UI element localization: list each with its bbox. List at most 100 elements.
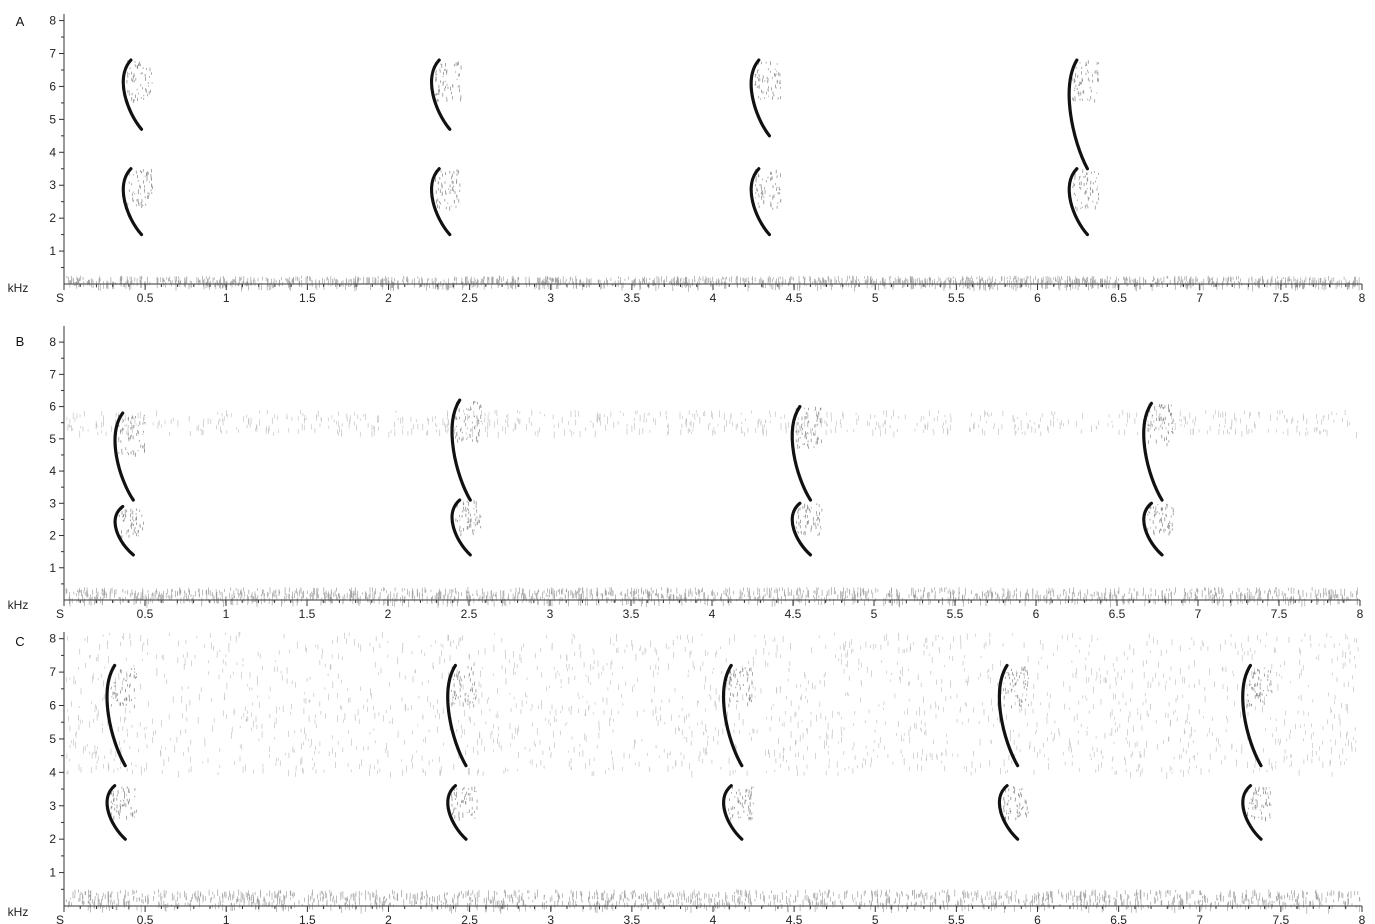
x-tick-label: 7.5 xyxy=(1273,913,1290,924)
call xyxy=(446,663,478,841)
panel-letter: C xyxy=(15,634,24,649)
upper-harmonic-spray xyxy=(434,61,462,102)
y-tick-label: 5 xyxy=(49,112,56,126)
x-tick-label: 3 xyxy=(547,913,554,924)
panel-letter: A xyxy=(16,14,25,29)
lower-harmonic xyxy=(997,784,1020,841)
x-tick-label: 6.5 xyxy=(1110,291,1127,305)
noise-band xyxy=(66,409,1357,439)
panel-letter: B xyxy=(16,334,25,349)
upper-harmonic xyxy=(105,663,127,768)
y-tick-label: 2 xyxy=(49,832,56,846)
lower-harmonic xyxy=(1142,501,1164,557)
x-tick-label: 2 xyxy=(385,913,392,924)
x-tick-label: 1.5 xyxy=(299,913,316,924)
x-tick-label: 5.5 xyxy=(948,291,965,305)
x-tick-label: 7 xyxy=(1195,607,1202,621)
lower-harmonic-spray xyxy=(434,169,461,211)
x-tick-label: 2.5 xyxy=(461,607,478,621)
x-tick-label: 5.5 xyxy=(947,607,964,621)
x-tick-label: 3 xyxy=(547,291,554,305)
x-tick-label: 3 xyxy=(547,607,554,621)
call xyxy=(790,404,823,557)
call xyxy=(722,663,754,841)
call xyxy=(749,58,782,237)
upper-harmonic-spray xyxy=(118,414,145,457)
upper-harmonic xyxy=(997,663,1020,768)
x-tick-label: S xyxy=(56,913,64,924)
upper-harmonic xyxy=(113,411,135,502)
call xyxy=(113,411,145,557)
lower-harmonic xyxy=(1067,167,1090,237)
x-tick-label: 7.5 xyxy=(1271,607,1288,621)
x-tick-label: 5.5 xyxy=(948,913,965,924)
upper-harmonic xyxy=(1241,663,1263,768)
x-tick-label: 5 xyxy=(872,913,879,924)
lower-harmonic-spray xyxy=(1147,503,1174,536)
upper-harmonic-spray xyxy=(1147,403,1174,447)
lower-harmonic xyxy=(790,501,813,557)
upper-harmonic-spray xyxy=(1072,60,1099,103)
x-tick-label: 7.5 xyxy=(1273,291,1290,305)
lower-harmonic xyxy=(1241,784,1263,841)
lower-harmonic-spray xyxy=(1247,786,1272,822)
x-tick-label: 3.5 xyxy=(624,913,641,924)
x-tick-label: 7 xyxy=(1196,291,1203,305)
upper-harmonic xyxy=(749,58,772,138)
call xyxy=(105,663,137,841)
y-tick-label: 5 xyxy=(49,432,56,446)
y-unit-label: kHz xyxy=(8,905,29,919)
upper-harmonic-spray xyxy=(1246,667,1273,709)
x-tick-label: 4.5 xyxy=(786,913,803,924)
x-tick-label: 2.5 xyxy=(461,291,478,305)
y-tick-label: 2 xyxy=(49,211,56,225)
upper-harmonic-spray xyxy=(451,666,477,708)
call xyxy=(429,58,462,237)
upper-harmonic-spray xyxy=(727,667,753,708)
x-tick-label: S xyxy=(56,291,64,305)
y-tick-label: 1 xyxy=(49,866,56,880)
upper-harmonic xyxy=(430,58,452,131)
y-tick-label: 3 xyxy=(49,799,56,813)
x-tick-label: 1 xyxy=(223,607,230,621)
x-tick-label: 2.5 xyxy=(461,913,478,924)
lower-harmonic xyxy=(429,167,452,237)
x-tick-label: 4 xyxy=(709,607,716,621)
lower-harmonic-spray xyxy=(795,503,823,536)
noise-band xyxy=(66,692,1357,780)
panel-b: B 1 2 3 4 5 6 7 8 kHz S 0.5 1 1.5 2 2.5 3 3.5 4 4.5 5 5.5 6 6.5… xyxy=(8,326,1364,621)
x-tick-label: 0.5 xyxy=(137,291,154,305)
upper-harmonic xyxy=(121,58,144,131)
y-tick-label: 5 xyxy=(49,732,56,746)
x-tick-label: 1 xyxy=(223,291,230,305)
lower-harmonic-spray xyxy=(451,786,478,821)
noise-layer xyxy=(65,409,1358,608)
y-tick-label: 1 xyxy=(49,244,56,258)
lower-harmonic xyxy=(749,167,772,237)
upper-harmonic-spray xyxy=(754,61,781,100)
x-tick-label: 1.5 xyxy=(299,607,316,621)
lower-harmonic-spray xyxy=(118,506,144,539)
panel-a: A 1 2 3 4 5 6 7 8 kHz S 0.5 1 1.5 2 2.5 3 3.5 4 4.5 5 5.5 6 6.5… xyxy=(8,14,1366,305)
y-tick-label: 3 xyxy=(49,496,56,510)
call xyxy=(1241,663,1273,841)
upper-harmonic xyxy=(722,663,744,768)
call xyxy=(121,58,153,237)
x-tick-label: 6 xyxy=(1034,913,1041,924)
x-tick-label: 0.5 xyxy=(137,913,154,924)
x-tick-label: 2 xyxy=(385,291,392,305)
y-tick-label: 4 xyxy=(49,464,56,478)
y-tick-label: 1 xyxy=(49,561,56,575)
x-tick-label: 8 xyxy=(1359,291,1366,305)
lower-harmonic xyxy=(121,167,144,237)
y-tick-label: 8 xyxy=(49,14,56,28)
call xyxy=(997,663,1029,841)
call xyxy=(1067,58,1099,237)
x-tick-label: 4.5 xyxy=(785,607,802,621)
y-tick-label: 8 xyxy=(49,335,56,349)
y-tick-label: 4 xyxy=(49,765,56,779)
lower-harmonic-spray xyxy=(455,500,482,537)
upper-harmonic-spray xyxy=(110,665,137,709)
upper-harmonic-spray xyxy=(1003,666,1029,709)
y-tick-label: 4 xyxy=(49,145,56,159)
